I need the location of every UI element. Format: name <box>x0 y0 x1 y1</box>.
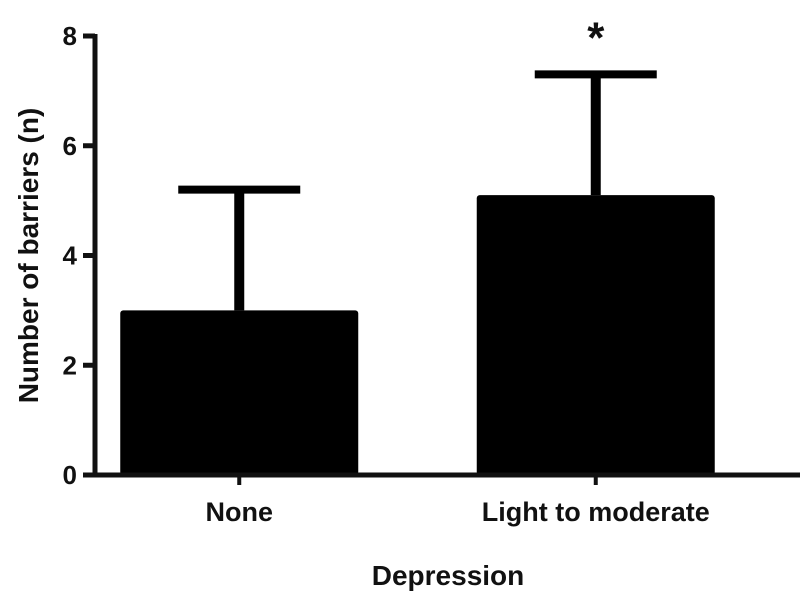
bars-group <box>120 195 715 475</box>
y-tick-label: 2 <box>63 350 77 380</box>
y-axis-ticks: 0 2 4 6 8 <box>63 21 95 490</box>
bar-light-to-moderate <box>476 195 715 475</box>
x-axis-category-labels: None Light to moderate <box>206 475 710 527</box>
y-tick-label: 8 <box>63 21 77 51</box>
y-tick-label: 0 <box>63 460 77 490</box>
annotations-group: * <box>587 13 605 62</box>
y-axis-title: Number of barriers (n) <box>13 108 44 404</box>
y-tick-label: 6 <box>63 131 77 161</box>
x-axis-title: Depression <box>372 560 525 591</box>
y-tick-label: 4 <box>63 241 78 271</box>
x-category-label: None <box>206 497 274 527</box>
x-category-label: Light to moderate <box>482 497 710 527</box>
error-bars-group <box>178 70 657 311</box>
significance-marker: * <box>587 13 605 62</box>
bar-none <box>120 310 359 475</box>
